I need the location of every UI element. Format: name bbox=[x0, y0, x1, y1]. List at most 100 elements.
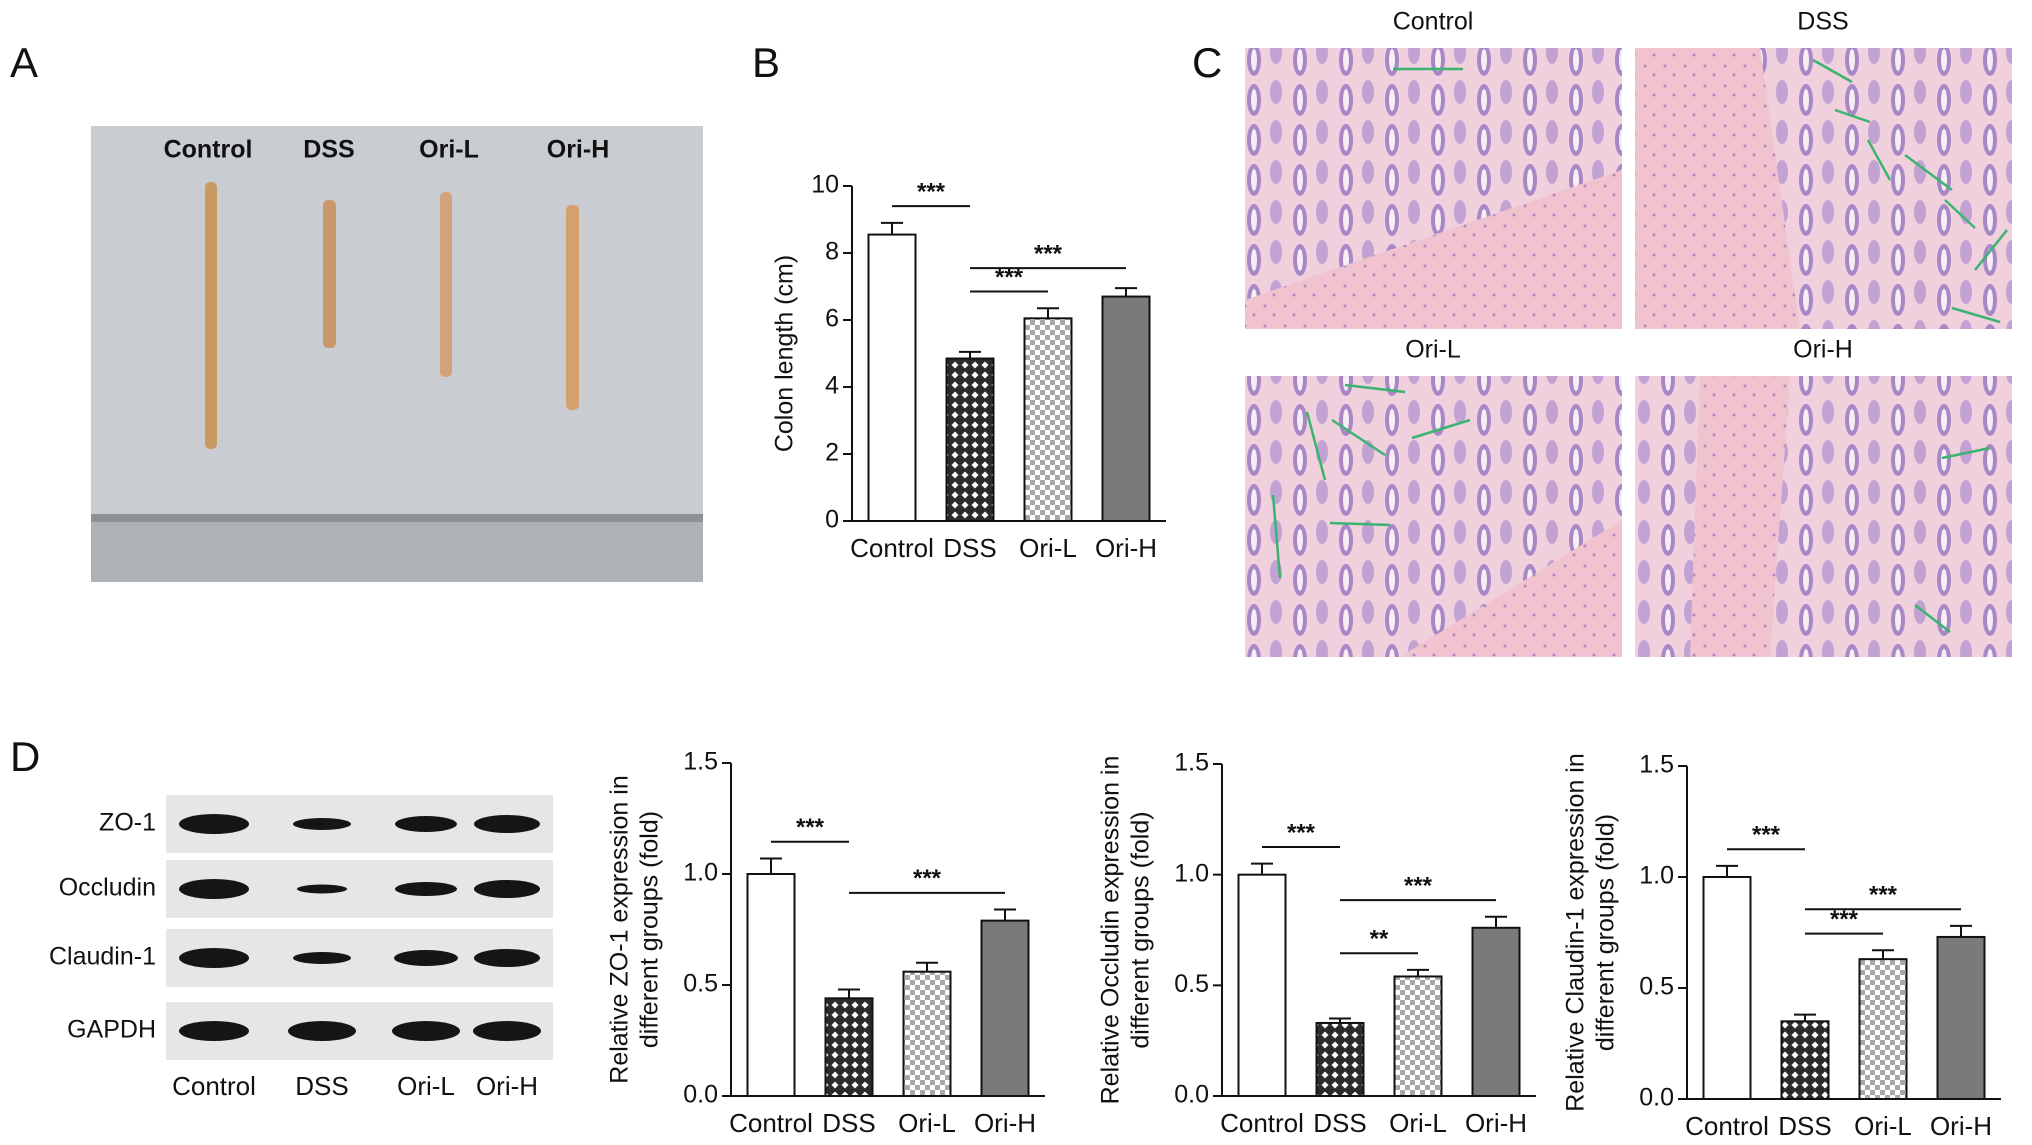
bar bbox=[1101, 295, 1151, 522]
y-tick-label: 0.0 bbox=[683, 1081, 718, 1109]
y-tick-label: 1.0 bbox=[1639, 862, 1674, 890]
ruler bbox=[91, 514, 703, 582]
y-tick-label: 1.5 bbox=[1639, 751, 1674, 779]
x-tick-label: DSS bbox=[943, 533, 996, 563]
y-tick-label: 10 bbox=[811, 171, 839, 199]
band bbox=[474, 880, 540, 898]
colon-strip bbox=[566, 205, 579, 410]
y-tick-label: 0 bbox=[825, 506, 839, 534]
band bbox=[394, 950, 458, 966]
muscle-layer bbox=[1400, 520, 1622, 657]
x-tick-label: DSS bbox=[1778, 1111, 1831, 1141]
bar bbox=[824, 997, 874, 1098]
significance-label: *** bbox=[1034, 240, 1063, 267]
y-tick-label: 1.5 bbox=[683, 748, 718, 776]
error-bar bbox=[959, 350, 981, 359]
y-tick-label: 1.5 bbox=[1174, 749, 1209, 777]
ruler-edge bbox=[91, 514, 703, 522]
y-tick-label: 1.0 bbox=[683, 859, 718, 887]
y-tick-label: 0.5 bbox=[683, 970, 718, 998]
x-tick-label: DSS bbox=[822, 1108, 875, 1138]
photo-label: Ori-L bbox=[419, 136, 479, 164]
image-title: Control bbox=[1393, 8, 1474, 36]
muscle-layer bbox=[1635, 48, 1800, 329]
panel-label: A bbox=[10, 39, 38, 86]
x-tick-label: DSS bbox=[1313, 1108, 1366, 1138]
band bbox=[392, 1021, 460, 1041]
annotation-arrows bbox=[1271, 58, 2008, 633]
bar bbox=[1702, 876, 1752, 1100]
bar bbox=[1315, 1021, 1365, 1098]
colon-strip bbox=[205, 182, 217, 449]
bar bbox=[1237, 873, 1287, 1098]
y-tick-label: 4 bbox=[825, 372, 839, 400]
significance-label: *** bbox=[917, 178, 946, 205]
photo-label: DSS bbox=[303, 136, 354, 164]
error-bar bbox=[1485, 915, 1507, 928]
panel-label: C bbox=[1192, 39, 1222, 86]
error-bar bbox=[838, 988, 860, 999]
y-tick-label: 8 bbox=[825, 238, 839, 266]
bar bbox=[1471, 926, 1521, 1098]
bar bbox=[1023, 317, 1073, 523]
band bbox=[474, 949, 540, 967]
bar bbox=[746, 873, 796, 1097]
bar bbox=[1393, 975, 1443, 1097]
lane-label: Ori-L bbox=[397, 1071, 455, 1101]
x-tick-label: Ori-H bbox=[1930, 1111, 1992, 1141]
panel-label: D bbox=[10, 733, 40, 780]
error-bar bbox=[1950, 924, 1972, 937]
x-tick-label: Control bbox=[1220, 1108, 1304, 1138]
error-bar bbox=[1251, 862, 1273, 875]
band bbox=[395, 816, 457, 832]
y-axis-label: different groups (fold) bbox=[1592, 814, 1620, 1051]
bar bbox=[1936, 935, 1986, 1100]
lane-label: Ori-H bbox=[476, 1071, 538, 1101]
band-label: Claudin-1 bbox=[49, 943, 156, 971]
lane-label: Control bbox=[172, 1071, 256, 1101]
band bbox=[473, 1021, 541, 1041]
significance-label: *** bbox=[1830, 906, 1859, 933]
band bbox=[179, 879, 249, 899]
bar bbox=[867, 233, 917, 522]
x-tick-label: Control bbox=[729, 1108, 813, 1138]
band bbox=[297, 884, 347, 894]
error-bar bbox=[1407, 968, 1429, 977]
y-tick-label: 1.0 bbox=[1174, 859, 1209, 887]
error-bar bbox=[1872, 949, 1894, 960]
histology-images bbox=[1245, 48, 2012, 657]
photo-colons bbox=[91, 126, 703, 582]
panel-label: B bbox=[752, 39, 780, 86]
x-tick-label: Ori-L bbox=[898, 1108, 956, 1138]
bar bbox=[945, 357, 995, 522]
significance-label: *** bbox=[1752, 822, 1781, 849]
image-title: Ori-L bbox=[1405, 336, 1461, 364]
colon-strip bbox=[323, 200, 336, 348]
band bbox=[179, 948, 249, 968]
significance-label: *** bbox=[796, 814, 825, 841]
image-title: Ori-H bbox=[1793, 336, 1853, 364]
muscle-layer bbox=[1245, 170, 1622, 329]
y-axis-label: different groups (fold) bbox=[636, 811, 664, 1048]
y-tick-label: 0.5 bbox=[1174, 970, 1209, 998]
y-axis-label: Relative Occludin expression in bbox=[1097, 756, 1125, 1105]
image-title: DSS bbox=[1797, 8, 1848, 36]
band bbox=[474, 815, 540, 833]
error-bar bbox=[994, 908, 1016, 921]
significance-label: *** bbox=[1404, 872, 1433, 899]
significance-label: *** bbox=[1287, 819, 1316, 846]
significance-label: *** bbox=[1869, 882, 1898, 909]
colon-strip bbox=[440, 192, 452, 377]
band bbox=[179, 1021, 249, 1041]
x-tick-label: Control bbox=[1685, 1111, 1769, 1141]
band bbox=[395, 882, 457, 896]
y-axis-label: Colon length (cm) bbox=[771, 255, 799, 452]
y-tick-label: 0.5 bbox=[1639, 973, 1674, 1001]
x-tick-label: Ori-H bbox=[974, 1108, 1036, 1138]
x-tick-label: Ori-H bbox=[1095, 533, 1157, 563]
error-bar bbox=[916, 961, 938, 972]
error-bar bbox=[760, 857, 782, 874]
significance-label: ** bbox=[1370, 926, 1389, 953]
y-tick-label: 6 bbox=[825, 305, 839, 333]
